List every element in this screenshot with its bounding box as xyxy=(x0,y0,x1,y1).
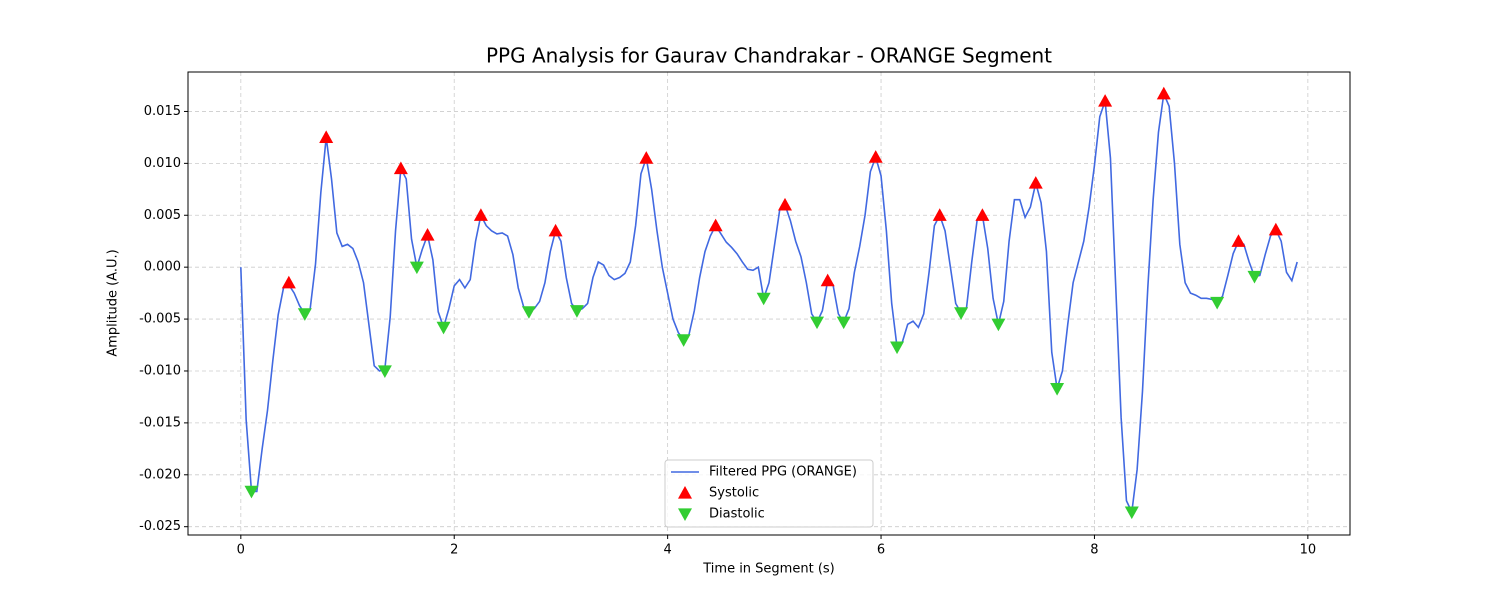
systolic-marker xyxy=(820,273,835,287)
systolic-marker xyxy=(281,275,296,289)
x-tick-label: 4 xyxy=(663,543,671,558)
diastolic-marker xyxy=(676,334,691,347)
systolic-marker xyxy=(420,227,435,241)
systolic-marker xyxy=(1268,222,1283,236)
x-tick-label: 10 xyxy=(1300,543,1317,558)
diastolic-marker xyxy=(810,316,825,330)
legend-swatch xyxy=(678,486,692,499)
systolic-marker xyxy=(868,150,883,163)
plot-area xyxy=(240,86,1298,520)
y-axis-label: Amplitude (A.U.) xyxy=(106,249,121,356)
diastolic-marker xyxy=(297,308,312,321)
systolic-marker xyxy=(1156,86,1171,100)
x-tick-label: 8 xyxy=(1090,543,1098,558)
diastolic-marker xyxy=(569,305,584,318)
y-tick-label: -0.020 xyxy=(139,467,181,482)
diastolic-marker xyxy=(756,292,771,306)
diastolic-marker xyxy=(1050,383,1065,396)
diastolic-marker xyxy=(836,316,851,330)
systolic-marker xyxy=(393,161,408,175)
systolic-marker xyxy=(975,208,990,221)
x-axis-label: Time in Segment (s) xyxy=(702,562,834,577)
diastolic-marker xyxy=(244,485,259,499)
y-tick-label: 0.015 xyxy=(144,104,181,119)
systolic-marker xyxy=(639,151,654,164)
y-tick-label: 0.005 xyxy=(144,208,181,223)
systolic-marker xyxy=(708,218,723,232)
x-tick-label: 2 xyxy=(450,543,458,558)
systolic-marker xyxy=(1098,94,1113,107)
diastolic-marker xyxy=(954,307,969,320)
y-tick-label: 0.000 xyxy=(144,260,181,275)
diastolic-marker xyxy=(1210,296,1225,310)
diastolic-marker xyxy=(409,261,424,275)
diastolic-marker xyxy=(890,341,905,355)
axes-frame xyxy=(187,71,1351,536)
systolic-marker xyxy=(932,208,947,221)
x-tick-label: 6 xyxy=(877,543,885,558)
systolic-marker xyxy=(1231,234,1246,247)
legend-label: Diastolic xyxy=(709,507,765,522)
systolic-marker xyxy=(778,197,793,211)
legend: Filtered PPG (ORANGE) Systolic Diastolic xyxy=(664,459,874,528)
y-tick-label: -0.025 xyxy=(139,519,181,534)
legend-box xyxy=(664,459,874,528)
x-tick-label: 0 xyxy=(237,543,245,558)
diastolic-marker xyxy=(1247,270,1262,284)
diastolic-marker xyxy=(436,321,451,335)
systolic-marker xyxy=(319,130,334,144)
y-tick-label: -0.015 xyxy=(139,415,181,430)
diastolic-marker xyxy=(521,306,536,319)
y-tick-label: 0.010 xyxy=(144,156,181,171)
legend-label: Systolic xyxy=(709,486,759,501)
chart-title: PPG Analysis for Gaurav Chandrakar - ORA… xyxy=(486,44,1052,68)
diastolic-marker xyxy=(991,318,1006,332)
systolic-marker xyxy=(548,223,563,237)
systolic-marker xyxy=(1028,176,1043,189)
y-tick-label: -0.005 xyxy=(139,312,181,327)
legend-swatch xyxy=(678,508,692,521)
y-tick-label: -0.010 xyxy=(139,363,181,378)
legend-label: Filtered PPG (ORANGE) xyxy=(709,465,857,480)
diastolic-marker xyxy=(377,365,392,378)
diastolic-marker xyxy=(1124,506,1139,520)
systolic-marker xyxy=(473,208,488,221)
